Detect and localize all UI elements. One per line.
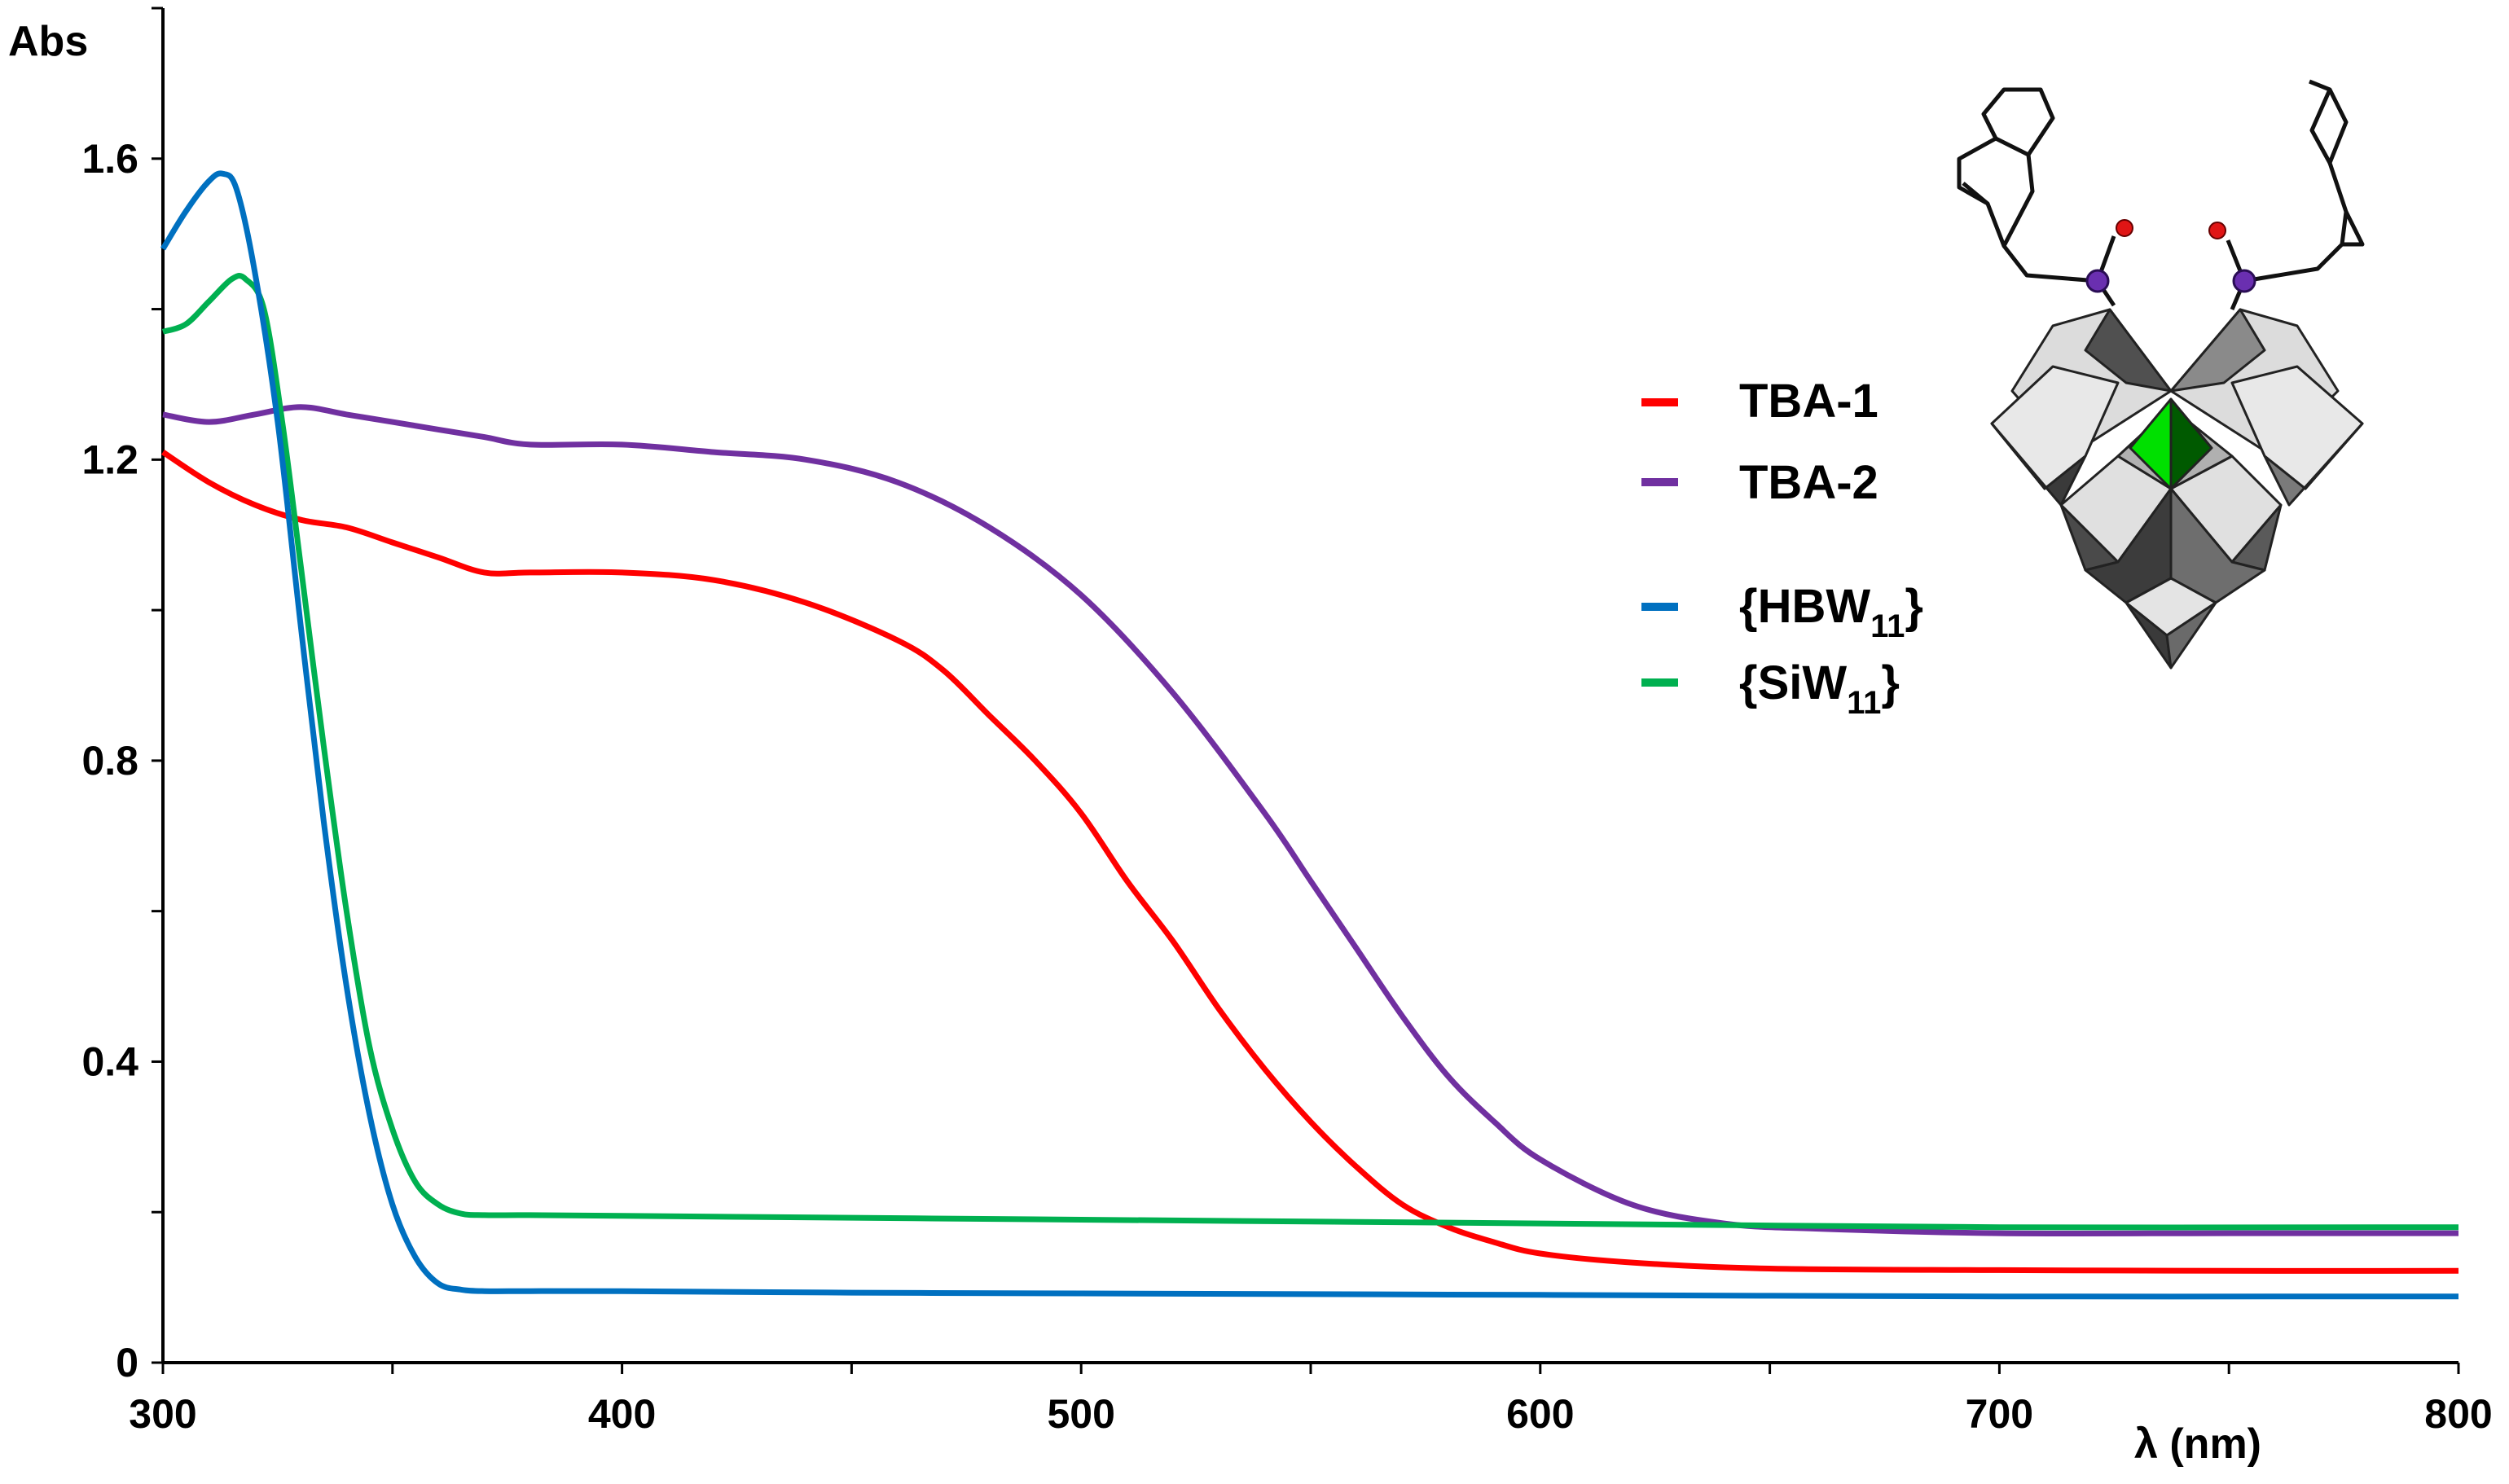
x-axis-ticks: 300 400 500 600 700 800 xyxy=(129,1363,2493,1437)
x-tick-label: 600 xyxy=(1506,1391,1574,1437)
y-tick-label: 1.6 xyxy=(81,136,138,182)
y-axis-title: Abs xyxy=(8,18,88,65)
legend-label-hbw11: {HBW11} xyxy=(1739,580,1923,644)
y-tick-label: 0 xyxy=(116,1340,138,1385)
x-tick-label: 400 xyxy=(588,1391,656,1437)
series-line-tba-1 xyxy=(161,450,2459,1274)
y-tick-label: 0.4 xyxy=(81,1038,138,1084)
y-tick-label: 1.2 xyxy=(81,437,138,482)
legend-label-siw11: {SiW11} xyxy=(1739,656,1900,721)
x-tick-label: 300 xyxy=(129,1391,196,1437)
series-line-hbw11 xyxy=(160,170,2459,1300)
legend-label-tba2: TBA-2 xyxy=(1739,456,1878,509)
y-tick-label: 0.8 xyxy=(81,738,138,784)
legend-label-tba1: TBA-1 xyxy=(1739,375,1878,428)
x-axis-title: λ (nm) xyxy=(2134,1420,2261,1468)
legend: TBA-1 TBA-2 {HBW11} {SiW11} xyxy=(1641,375,1923,721)
x-tick-label: 800 xyxy=(2424,1391,2492,1437)
series-layer xyxy=(160,170,2459,1300)
x-tick-label: 500 xyxy=(1047,1391,1114,1437)
x-tick-label: 700 xyxy=(1966,1391,2033,1437)
polyoxometalate-structure-illustration xyxy=(1957,79,2365,670)
y-axis-ticks: 0 0.4 0.8 1.2 1.6 xyxy=(81,7,163,1385)
series-line-siw11 xyxy=(161,273,2459,1231)
